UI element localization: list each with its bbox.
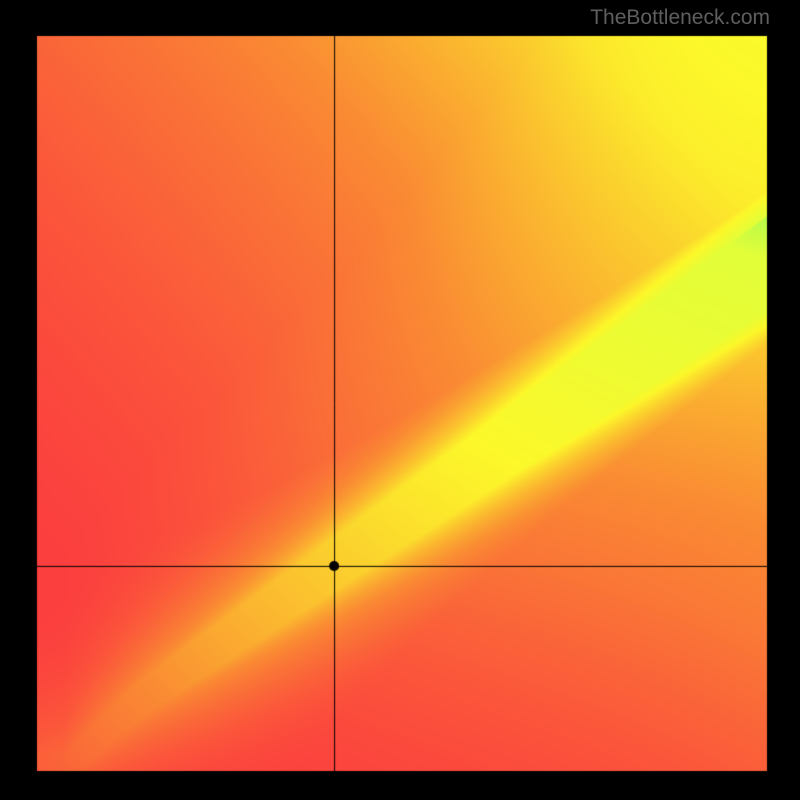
- bottleneck-heatmap: [0, 0, 800, 800]
- chart-container: TheBottleneck.com: [0, 0, 800, 800]
- watermark-text: TheBottleneck.com: [590, 6, 770, 30]
